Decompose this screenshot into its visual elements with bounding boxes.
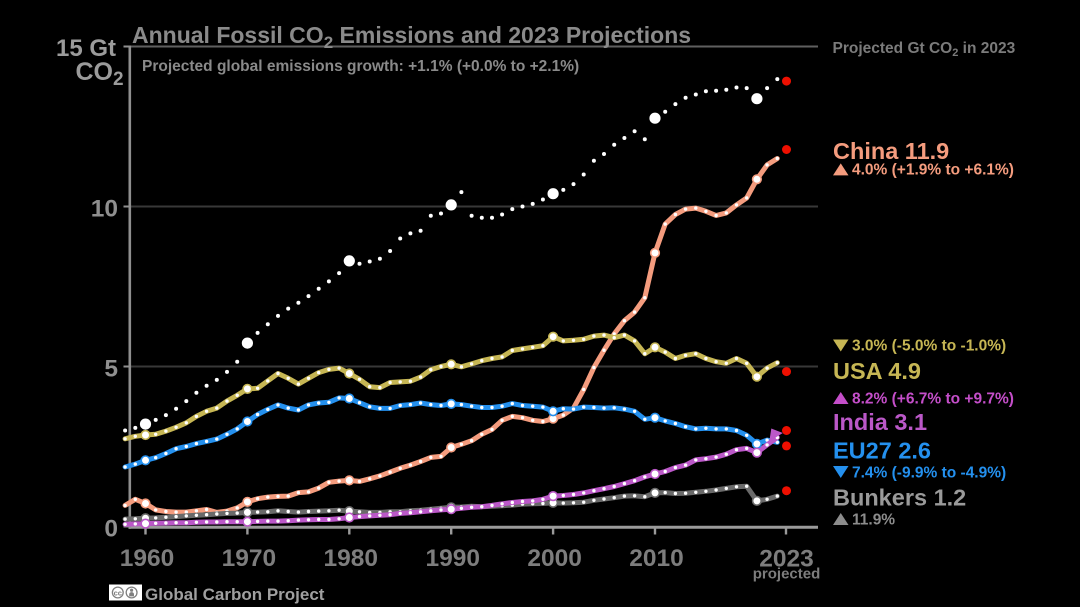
svg-text:10: 10 <box>91 196 118 223</box>
svg-text:cc: cc <box>114 588 122 597</box>
svg-text:Annual Fossil CO2 Emissions an: Annual Fossil CO2 Emissions and 2023 Pro… <box>132 22 691 52</box>
svg-text:4.0% (+1.9% to +6.1%): 4.0% (+1.9% to +6.1%) <box>852 162 1014 179</box>
svg-text:CO: CO <box>76 58 114 86</box>
svg-text:projected: projected <box>753 566 821 583</box>
svg-text:15 Gt: 15 Gt <box>56 35 116 62</box>
svg-text:Global Carbon Project: Global Carbon Project <box>145 585 325 604</box>
svg-text:Projected global emissions gro: Projected global emissions growth: +1.1%… <box>142 58 579 75</box>
svg-text:7.4% (-9.9% to -4.9%): 7.4% (-9.9% to -4.9%) <box>852 465 1006 482</box>
svg-text:India 3.1: India 3.1 <box>833 409 927 435</box>
svg-text:8.2% (+6.7% to +9.7%): 8.2% (+6.7% to +9.7%) <box>852 391 1014 408</box>
svg-text:0: 0 <box>104 516 118 543</box>
svg-text:Bunkers 1.2: Bunkers 1.2 <box>833 485 966 511</box>
svg-text:China 11.9: China 11.9 <box>833 138 949 164</box>
svg-text:3.0% (-5.0% to -1.0%): 3.0% (-5.0% to -1.0%) <box>852 338 1006 355</box>
svg-text:1980: 1980 <box>324 545 379 572</box>
svg-text:EU27 2.6: EU27 2.6 <box>833 438 931 464</box>
svg-text:5: 5 <box>104 356 118 383</box>
svg-text:2: 2 <box>113 69 124 90</box>
svg-text:1960: 1960 <box>120 545 175 572</box>
svg-text:1970: 1970 <box>222 545 277 572</box>
svg-text:1990: 1990 <box>425 545 480 572</box>
svg-text:2023: 2023 <box>759 546 814 573</box>
svg-text:11.9%: 11.9% <box>852 512 895 529</box>
svg-text:Projected Gt CO2 in 2023: Projected Gt CO2 in 2023 <box>833 40 1016 59</box>
svg-text:2000: 2000 <box>527 545 582 572</box>
svg-text:USA 4.9: USA 4.9 <box>833 358 921 384</box>
svg-text:2010: 2010 <box>629 545 684 572</box>
